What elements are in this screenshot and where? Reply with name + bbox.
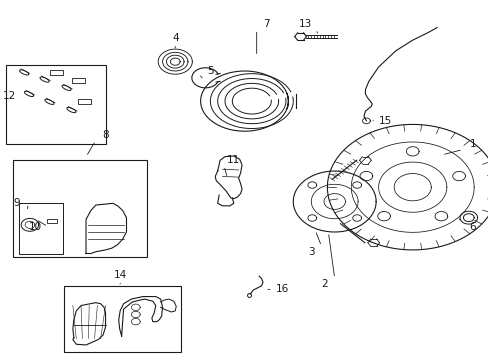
Text: 4: 4 [172, 33, 178, 43]
Text: 3: 3 [308, 247, 314, 257]
Text: 10: 10 [29, 222, 42, 231]
Text: 13: 13 [298, 19, 311, 29]
Text: 9: 9 [13, 198, 20, 208]
Text: 14: 14 [113, 270, 126, 280]
Text: 7: 7 [263, 19, 269, 29]
Text: 12: 12 [3, 91, 16, 101]
Bar [13, 160, 147, 257]
Text: 2: 2 [321, 279, 327, 289]
Text: 8: 8 [102, 130, 109, 140]
Text: 16: 16 [275, 284, 288, 294]
Text: 5: 5 [206, 66, 213, 76]
Text: 1: 1 [468, 139, 475, 149]
Bar [50, 70, 63, 75]
Text: 6: 6 [468, 222, 475, 231]
Bar [19, 203, 63, 253]
Bar [72, 78, 85, 83]
Bar [78, 99, 91, 104]
Bar [47, 219, 57, 224]
Bar [64, 286, 181, 352]
Bar [5, 65, 105, 144]
Text: 15: 15 [379, 116, 392, 126]
Text: 11: 11 [227, 155, 240, 165]
